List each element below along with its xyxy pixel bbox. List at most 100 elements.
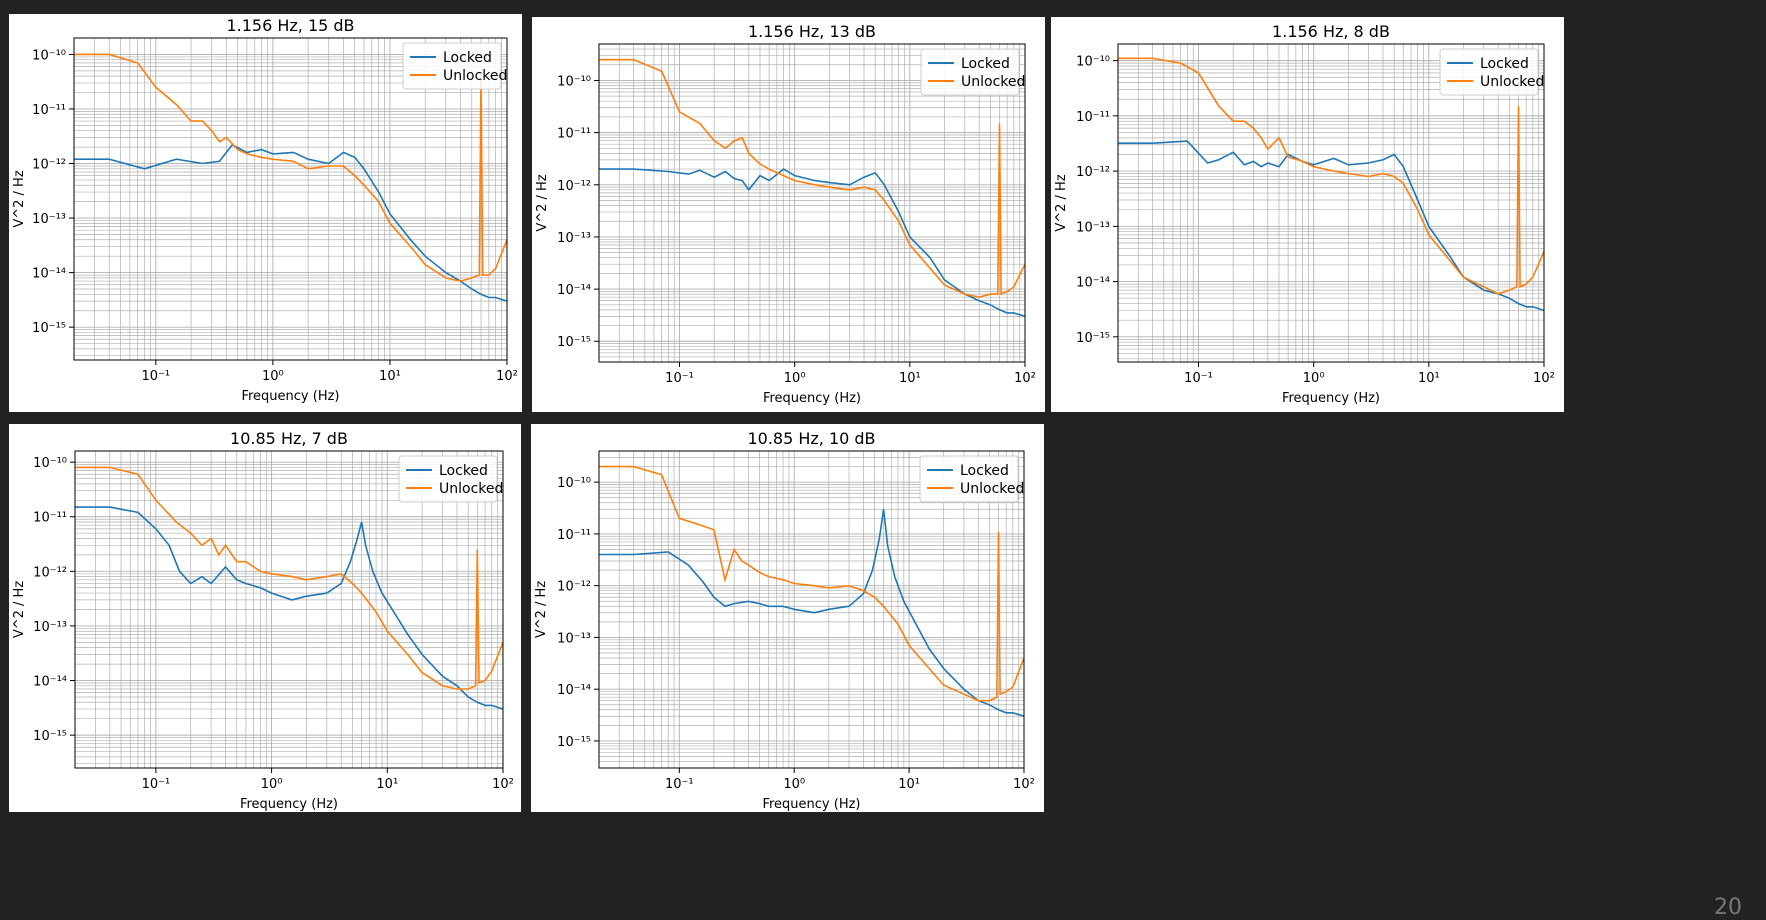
y-tick-label: 10⁻¹³	[32, 212, 66, 227]
chart-title: 1.156 Hz, 8 dB	[1272, 22, 1390, 41]
series-line-unlocked	[1118, 57, 1544, 295]
legend-box	[919, 455, 1019, 503]
x-axis-label: Frequency (Hz)	[240, 797, 338, 812]
plot-frame	[1117, 43, 1545, 363]
y-tick-label: 10⁻¹³	[1076, 220, 1110, 235]
grid	[73, 37, 508, 360]
x-tick-label: 10¹	[898, 777, 920, 792]
x-axis-label: Frequency (Hz)	[1282, 391, 1380, 406]
x-tick-label: 10¹	[1418, 371, 1440, 386]
legend-box	[398, 455, 498, 503]
x-tick-label: 10⁻¹	[665, 777, 694, 792]
plot-panel-4: 10⁻¹ 10⁰ 10¹ 10² 10⁻¹⁵ 10⁻¹⁴ 10⁻¹³ 10⁻¹² 10⁻¹¹ 10…	[9, 424, 521, 812]
series-line-unlocked	[74, 53, 507, 282]
legend-label-locked: Locked	[960, 463, 1009, 479]
legend: Locked Unlocked	[402, 42, 507, 90]
plot-frame	[74, 450, 504, 769]
chart-3: 10⁻¹ 10⁰ 10¹ 10² 10⁻¹⁵ 10⁻¹⁴ 10⁻¹³ 10⁻¹² 10⁻¹¹ 10…	[1054, 22, 1555, 406]
y-tick-label: 10⁻¹⁴	[32, 267, 66, 282]
y-tick-label: 10⁻¹⁵	[1076, 331, 1110, 346]
legend-label-locked: Locked	[443, 50, 492, 66]
y-tick-label: 10⁻¹³	[557, 231, 591, 246]
x-tick-label: 10²	[496, 369, 518, 384]
x-tick-label: 10⁻¹	[665, 371, 694, 386]
legend-label-unlocked: Unlocked	[443, 68, 507, 84]
x-tick-label: 10²	[492, 777, 514, 792]
plot-frame	[598, 450, 1025, 769]
x-tick-label: 10¹	[899, 371, 921, 386]
plot-frame	[73, 37, 508, 361]
legend-label-locked: Locked	[439, 463, 488, 479]
legend: Locked Unlocked	[920, 48, 1025, 96]
y-tick-label: 10⁻¹⁰	[32, 48, 66, 63]
legend-box	[920, 48, 1020, 96]
y-tick-label: 10⁻¹⁰	[557, 476, 591, 491]
legend-label-locked: Locked	[961, 56, 1010, 72]
plot-panel-3: 10⁻¹ 10⁰ 10¹ 10² 10⁻¹⁵ 10⁻¹⁴ 10⁻¹³ 10⁻¹² 10⁻¹¹ 10…	[1051, 17, 1564, 412]
y-tick-label: 10⁻¹⁴	[33, 675, 67, 690]
x-tick-label: 10⁻¹	[1184, 371, 1213, 386]
x-tick-label: 10⁰	[783, 777, 805, 792]
y-tick-label: 10⁻¹²	[557, 580, 591, 595]
chart-5: 10⁻¹ 10⁰ 10¹ 10² 10⁻¹⁵ 10⁻¹⁴ 10⁻¹³ 10⁻¹² 10⁻¹¹ 10…	[534, 429, 1035, 812]
y-tick-label: 10⁻¹¹	[557, 127, 591, 142]
x-tick-label: 10⁻¹	[142, 369, 171, 384]
series-line-unlocked	[599, 465, 1024, 702]
y-tick-label: 10⁻¹⁵	[557, 735, 591, 750]
y-tick-label: 10⁻¹⁰	[557, 74, 591, 89]
legend: Locked Unlocked	[398, 455, 503, 503]
series-line-unlocked	[75, 466, 503, 690]
y-axis-label: V^2 / Hz	[534, 581, 549, 638]
x-tick-label: 10⁰	[262, 369, 284, 384]
x-tick-label: 10²	[1533, 371, 1555, 386]
x-axis-label: Frequency (Hz)	[241, 389, 339, 404]
y-axis-label: V^2 / Hz	[12, 170, 27, 227]
y-axis-label: V^2 / Hz	[12, 581, 27, 638]
x-tick-label: 10¹	[379, 369, 401, 384]
y-tick-label: 10⁻¹¹	[557, 528, 591, 543]
page-number: 20	[1714, 895, 1742, 920]
y-tick-label: 10⁻¹³	[557, 631, 591, 646]
grid	[1117, 43, 1545, 362]
y-tick-label: 10⁻¹⁵	[32, 321, 66, 336]
y-tick-label: 10⁻¹³	[33, 620, 67, 635]
chart-2: 10⁻¹ 10⁰ 10¹ 10² 10⁻¹⁵ 10⁻¹⁴ 10⁻¹³ 10⁻¹² 10⁻¹¹ 10…	[535, 22, 1036, 406]
legend-label-unlocked: Unlocked	[961, 74, 1025, 90]
y-tick-label: 10⁻¹⁵	[33, 729, 67, 744]
series-line-unlocked	[599, 58, 1025, 299]
y-tick-label: 10⁻¹⁰	[33, 456, 67, 471]
y-tick-label: 10⁻¹²	[1076, 165, 1110, 180]
y-tick-label: 10⁻¹¹	[1076, 110, 1110, 125]
y-tick-label: 10⁻¹⁴	[557, 683, 591, 698]
legend-label-unlocked: Unlocked	[439, 481, 503, 497]
chart-1: 10⁻¹ 10⁰ 10¹ 10² 10⁻¹⁵ 10⁻¹⁴ 10⁻¹³ 10⁻¹² 10⁻¹¹ 10…	[12, 16, 518, 404]
plot-frame	[598, 43, 1026, 363]
chart-title: 10.85 Hz, 10 dB	[747, 429, 875, 448]
legend-label-unlocked: Unlocked	[960, 481, 1024, 497]
x-tick-label: 10⁰	[261, 777, 283, 792]
y-tick-label: 10⁻¹⁵	[557, 335, 591, 350]
series-line-locked	[599, 168, 1025, 318]
chart-title: 1.156 Hz, 13 dB	[748, 22, 876, 41]
y-tick-label: 10⁻¹⁴	[1076, 276, 1110, 291]
x-tick-label: 10⁰	[1303, 371, 1325, 386]
y-tick-label: 10⁻¹⁴	[557, 283, 591, 298]
plot-panel-2: 10⁻¹ 10⁰ 10¹ 10² 10⁻¹⁵ 10⁻¹⁴ 10⁻¹³ 10⁻¹² 10⁻¹¹ 10…	[532, 17, 1045, 412]
y-tick-label: 10⁻¹⁰	[1076, 55, 1110, 70]
y-tick-label: 10⁻¹²	[32, 158, 66, 173]
x-tick-label: 10²	[1014, 371, 1036, 386]
legend: Locked Unlocked	[919, 455, 1024, 503]
y-tick-label: 10⁻¹¹	[33, 511, 67, 526]
y-tick-label: 10⁻¹²	[557, 179, 591, 194]
x-tick-label: 10⁰	[784, 371, 806, 386]
x-axis-label: Frequency (Hz)	[762, 797, 860, 812]
plot-panel-1: 10⁻¹ 10⁰ 10¹ 10² 10⁻¹⁵ 10⁻¹⁴ 10⁻¹³ 10⁻¹² 10⁻¹¹ 10…	[9, 14, 522, 412]
x-tick-label: 10¹	[376, 777, 398, 792]
chart-title: 10.85 Hz, 7 dB	[230, 429, 348, 448]
series-line-locked	[75, 506, 503, 710]
y-axis-label: V^2 / Hz	[1054, 174, 1069, 231]
legend: Locked Unlocked	[1439, 48, 1544, 96]
x-tick-label: 10⁻¹	[142, 777, 171, 792]
legend-box	[402, 42, 502, 90]
legend-label-locked: Locked	[1480, 56, 1529, 72]
